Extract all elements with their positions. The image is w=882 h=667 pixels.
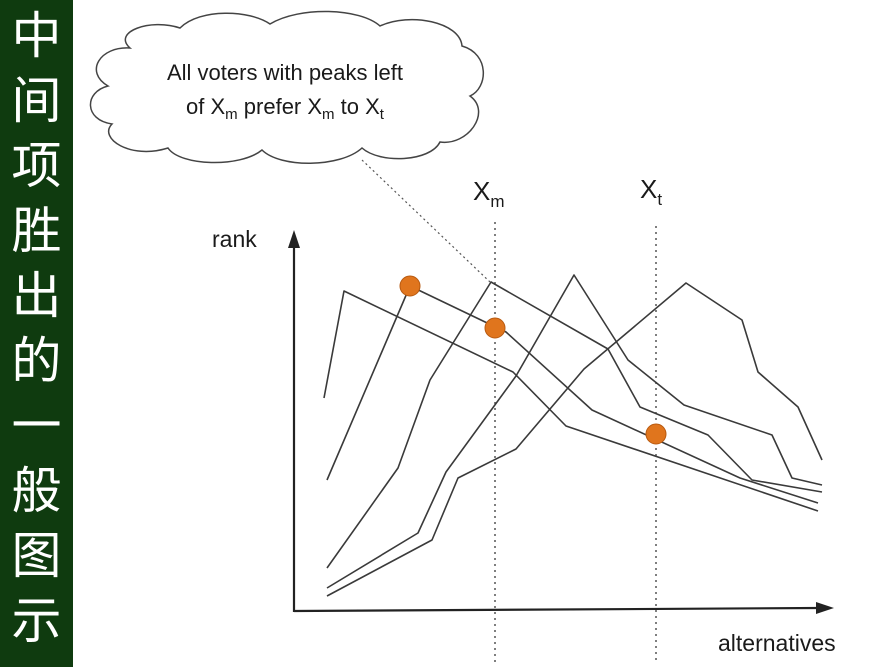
- callout-cloud: [89, 10, 484, 164]
- title-char: 出: [11, 267, 62, 325]
- voter-curve: [326, 281, 823, 569]
- x-axis-arrow: [816, 602, 834, 614]
- title-char: 胜: [11, 202, 62, 260]
- title-sidebar: 中 间 项 胜 出 的 一 般 图 示: [0, 0, 73, 667]
- x-axis-label: alternatives: [718, 630, 836, 656]
- title-char: 的: [11, 332, 62, 390]
- callout-text-line1: All voters with peaks left: [167, 60, 403, 85]
- xt-preference-marker: [645, 423, 667, 445]
- voter-curve: [326, 282, 823, 597]
- voter-curve: [326, 285, 819, 504]
- xm-label: Xm: [473, 176, 505, 211]
- callout-text-line2: of Xm prefer Xm to Xt: [186, 94, 385, 123]
- voter-curve: [323, 290, 819, 512]
- title-char: 示: [11, 592, 62, 650]
- y-axis-arrow: [288, 230, 300, 248]
- title-char: 中: [11, 7, 62, 65]
- x-axis: [293, 606, 819, 613]
- voter-curve: [326, 274, 823, 589]
- title-char: 图: [11, 527, 62, 585]
- y-axis-label: rank: [212, 226, 257, 252]
- title-char: 一: [11, 397, 62, 455]
- title-char: 间: [11, 72, 62, 130]
- callout-pointer: [361, 159, 491, 283]
- xm-preference-marker: [484, 317, 506, 339]
- voter-peak-marker: [399, 275, 421, 297]
- xt-label: Xt: [640, 174, 662, 209]
- title-char: 项: [11, 137, 62, 195]
- title-char: 般: [11, 462, 62, 520]
